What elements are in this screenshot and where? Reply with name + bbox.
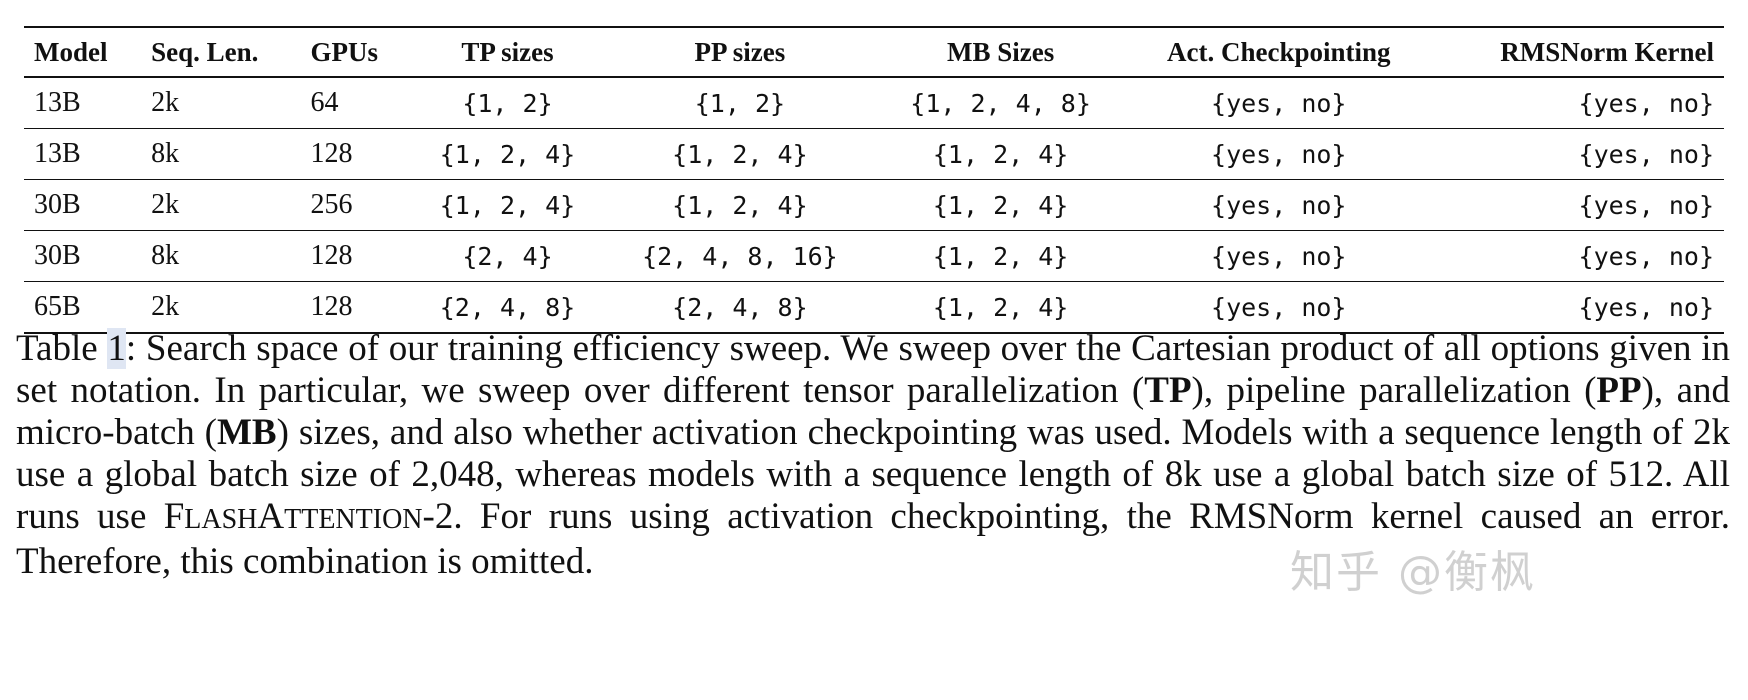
header-tp-sizes: TP sizes <box>461 36 554 67</box>
cell-mb-sizes: {1, 2, 4} <box>932 241 1069 271</box>
cell-model: 13B <box>34 138 81 169</box>
cell-pp-sizes: {1, 2} <box>694 88 786 118</box>
cell-seq-len: 2k <box>151 291 180 322</box>
cell-pp-sizes: {1, 2, 4} <box>672 139 808 169</box>
cell-seq-len: 8k <box>151 240 180 271</box>
caption-pp-abbrev: PP <box>1596 370 1642 411</box>
cell-gpus: 128 <box>310 291 353 322</box>
cell-mb-sizes: {1, 2, 4} <box>932 190 1069 220</box>
cell-act-checkpointing: {yes, no} <box>1211 241 1347 271</box>
cell-model: 30B <box>34 189 81 220</box>
header-gpus: GPUs <box>310 36 379 67</box>
flashattention-name: FLASHATTENTION-2 <box>163 496 454 537</box>
header-seq-len: Seq. Len. <box>151 36 259 67</box>
caption-text-part-1: : Search space of our training efficienc… <box>16 328 1730 411</box>
caption-text-part-4: ) sizes, and also whether activation che… <box>16 412 1730 537</box>
header-act-checkpointing: Act. Checkpointing <box>1166 36 1391 67</box>
cell-rmsnorm-kernel: {yes, no} <box>1578 190 1714 220</box>
table-row: 30B 2k 256 {1, 2, 4} {1, 2, 4} {1, 2, 4}… <box>24 180 1724 231</box>
cell-model: 65B <box>34 291 81 322</box>
search-space-table: Model Seq. Len. GPUs TP sizes PP sizes M… <box>24 26 1724 334</box>
table-header-row: Model Seq. Len. GPUs TP sizes PP sizes M… <box>24 27 1724 77</box>
cell-tp-sizes: {1, 2, 4} <box>439 139 576 169</box>
table-row: 13B 8k 128 {1, 2, 4} {1, 2, 4} {1, 2, 4}… <box>24 129 1724 180</box>
caption-text-part-5: . For runs using activation checkpointin… <box>16 496 1730 582</box>
cell-tp-sizes: {2, 4} <box>462 241 553 271</box>
header-rmsnorm-kernel: RMSNorm Kernel <box>1500 36 1714 67</box>
cell-model: 30B <box>34 240 81 271</box>
caption-label: Table <box>16 328 98 369</box>
cell-rmsnorm-kernel: {yes, no} <box>1578 88 1714 118</box>
cell-rmsnorm-kernel: {yes, no} <box>1578 292 1714 322</box>
cell-seq-len: 8k <box>151 138 180 169</box>
cell-tp-sizes: {2, 4, 8} <box>439 292 576 322</box>
cell-rmsnorm-kernel: {yes, no} <box>1578 241 1714 271</box>
cell-mb-sizes: {1, 2, 4} <box>932 292 1069 322</box>
cell-gpus: 64 <box>310 87 339 118</box>
cell-gpus: 128 <box>310 240 353 271</box>
table-row: 30B 8k 128 {2, 4} {2, 4, 8, 16} {1, 2, 4… <box>24 231 1724 282</box>
cell-pp-sizes: {2, 4, 8, 16} <box>642 241 838 271</box>
header-mb-sizes: MB Sizes <box>946 36 1055 67</box>
cell-mb-sizes: {1, 2, 4} <box>932 139 1069 169</box>
table-row: 65B 2k 128 {2, 4, 8} {2, 4, 8} {1, 2, 4}… <box>24 282 1724 333</box>
header-model: Model <box>34 36 108 67</box>
caption-tp-abbrev: TP <box>1144 370 1192 411</box>
caption-text-part-2: ), pipeline parallelization ( <box>1191 370 1597 411</box>
cell-tp-sizes: {1, 2} <box>462 88 553 118</box>
cell-mb-sizes: {1, 2, 4, 8} <box>910 88 1091 118</box>
cell-act-checkpointing: {yes, no} <box>1211 190 1347 220</box>
caption-table-number-link[interactable]: 1 <box>107 328 126 369</box>
cell-gpus: 128 <box>310 138 353 169</box>
cell-rmsnorm-kernel: {yes, no} <box>1578 139 1714 169</box>
cell-pp-sizes: {2, 4, 8} <box>672 292 808 322</box>
table-row: 13B 2k 64 {1, 2} {1, 2} {1, 2, 4, 8} {ye… <box>24 77 1724 129</box>
watermark-text: 知乎 @衡枫 <box>1290 547 1536 598</box>
cell-act-checkpointing: {yes, no} <box>1211 88 1347 118</box>
cell-act-checkpointing: {yes, no} <box>1211 139 1347 169</box>
caption-mb-abbrev: MB <box>216 412 277 453</box>
cell-seq-len: 2k <box>151 87 180 118</box>
cell-pp-sizes: {1, 2, 4} <box>672 190 808 220</box>
cell-tp-sizes: {1, 2, 4} <box>439 190 576 220</box>
results-table-container: Model Seq. Len. GPUs TP sizes PP sizes M… <box>24 26 1724 334</box>
table-caption: Table 1: Search space of our training ef… <box>16 328 1730 583</box>
cell-gpus: 256 <box>310 189 353 220</box>
cell-seq-len: 2k <box>151 189 180 220</box>
header-pp-sizes: PP sizes <box>694 36 786 67</box>
caption-text-part-3: ), and micro-batch ( <box>16 370 1730 453</box>
cell-model: 13B <box>34 87 81 118</box>
cell-act-checkpointing: {yes, no} <box>1211 292 1347 322</box>
